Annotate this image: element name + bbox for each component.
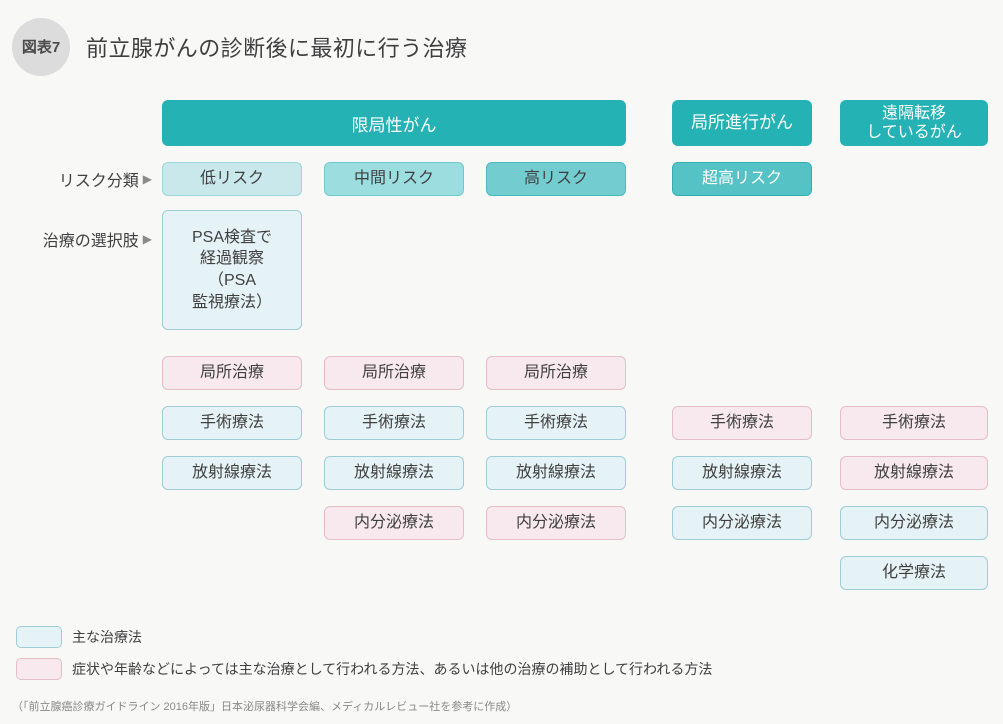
row-label-risk-text: リスク分類 <box>59 167 139 191</box>
legend-row-secondary: 症状や年齢などによっては主な治療として行われる方法、あるいは他の治療の補助として… <box>16 658 712 680</box>
risk-cell-high: 高リスク <box>486 162 626 196</box>
tx-chemo: 化学療法 <box>840 556 988 590</box>
row-label-risk: リスク分類 ▶ <box>12 162 152 196</box>
swatch-blue <box>16 626 62 648</box>
legend-row-primary: 主な治療法 <box>16 626 712 648</box>
tx-surgery: 手術療法 <box>486 406 626 440</box>
legend: 主な治療法 症状や年齢などによっては主な治療として行われる方法、あるいは他の治療… <box>16 626 712 690</box>
tx-local: 局所治療 <box>162 356 302 390</box>
legend-secondary-text: 症状や年齢などによっては主な治療として行われる方法、あるいは他の治療の補助として… <box>72 659 712 679</box>
triangle-icon: ▶ <box>143 232 152 246</box>
risk-cell-mid: 中間リスク <box>324 162 464 196</box>
header-metastatic: 遠隔転移 しているがん <box>840 100 988 146</box>
tx-surgery: 手術療法 <box>324 406 464 440</box>
page-title: 前立腺がんの診断後に最初に行う治療 <box>86 31 467 63</box>
row-label-options-text: 治療の選択肢 <box>43 227 139 251</box>
tx-endocrine: 内分泌療法 <box>324 506 464 540</box>
header-locally-advanced: 局所進行がん <box>672 100 812 146</box>
triangle-icon: ▶ <box>143 172 152 186</box>
tx-surgery: 手術療法 <box>162 406 302 440</box>
tx-radiation: 放射線療法 <box>162 456 302 490</box>
row-label-options: 治療の選択肢 ▶ <box>12 222 152 256</box>
tx-local: 局所治療 <box>324 356 464 390</box>
tx-endocrine: 内分泌療法 <box>840 506 988 540</box>
header-localized-cancer: 限局性がん <box>162 100 626 146</box>
source-citation: （「前立腺癌診療ガイドライン 2016年版」日本泌尿器科学会編、メディカルレビュ… <box>12 698 517 714</box>
chart-number-badge: 図表7 <box>12 18 70 76</box>
tx-psa-surveillance: PSA検査で 経過観察 （PSA 監視療法） <box>162 210 302 330</box>
swatch-pink <box>16 658 62 680</box>
title-row: 図表7 前立腺がんの診断後に最初に行う治療 <box>12 18 467 76</box>
tx-endocrine: 内分泌療法 <box>486 506 626 540</box>
tx-local: 局所治療 <box>486 356 626 390</box>
tx-radiation: 放射線療法 <box>486 456 626 490</box>
risk-cell-low: 低リスク <box>162 162 302 196</box>
tx-surgery: 手術療法 <box>840 406 988 440</box>
risk-cell-very-high: 超高リスク <box>672 162 812 196</box>
legend-primary-text: 主な治療法 <box>72 627 142 647</box>
tx-radiation: 放射線療法 <box>324 456 464 490</box>
tx-endocrine: 内分泌療法 <box>672 506 812 540</box>
tx-radiation: 放射線療法 <box>672 456 812 490</box>
tx-radiation: 放射線療法 <box>840 456 988 490</box>
tx-surgery: 手術療法 <box>672 406 812 440</box>
